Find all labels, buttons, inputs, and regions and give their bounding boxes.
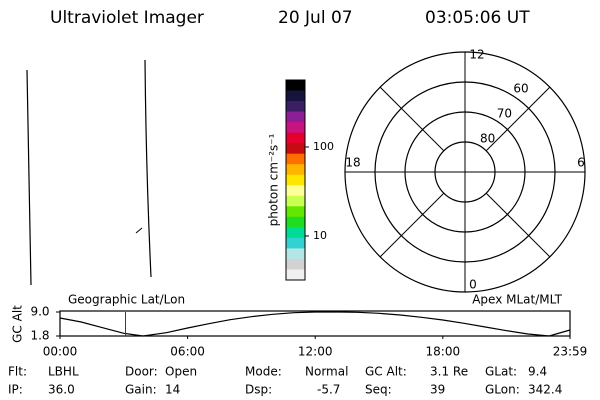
colorbar-cell: [286, 185, 305, 197]
info-label: IP:: [8, 383, 23, 397]
polar-diagonal: [485, 192, 551, 258]
mlt-label: 6: [577, 156, 585, 170]
limb-right: [144, 59, 152, 278]
polar-diagonal: [485, 86, 551, 152]
colorbar-cell: [286, 237, 305, 249]
info-value: 36.0: [48, 383, 75, 397]
image-mark: [135, 227, 143, 234]
right-label: Apex MLat/MLT: [472, 293, 562, 307]
info-label: Gain:: [125, 383, 157, 397]
info-label: Dsp:: [245, 383, 272, 397]
date: 20 Jul 07: [278, 8, 353, 28]
mlt-label: 18: [345, 156, 360, 170]
colorbar-label: photon cm⁻²s⁻¹: [267, 133, 281, 226]
lat-label: 80: [480, 132, 495, 146]
info-label: GLat:: [485, 365, 517, 379]
x-tick-label: 23:59: [553, 345, 588, 359]
mlt-label: 0: [469, 278, 477, 292]
x-tick-label: 06:00: [170, 345, 205, 359]
limb-left: [26, 69, 32, 286]
alt-frame: [59, 310, 571, 337]
colorbar-cell: [286, 258, 305, 270]
info-label: Flt:: [8, 365, 27, 379]
colorbar-cell: [286, 132, 305, 144]
colorbar-cell: [286, 90, 305, 102]
info-label: Door:: [125, 365, 158, 379]
colorbar-cell: [286, 153, 305, 165]
colorbar-cell: [286, 80, 305, 92]
info-value: 9.4: [528, 365, 547, 379]
info-value: 3.1 Re: [430, 365, 468, 379]
left-label: Geographic Lat/Lon: [68, 293, 185, 307]
info-label: Mode:: [245, 365, 282, 379]
lat-ring: [434, 141, 496, 203]
colorbar-tick-label: 10: [313, 229, 327, 242]
lat-ring: [374, 81, 556, 263]
colorbar-cell: [286, 195, 305, 207]
colorbar-cell: [286, 122, 305, 134]
colorbar-frame: [285, 79, 306, 281]
info-value: LBHL: [48, 365, 79, 379]
info-label: Seq:: [365, 383, 392, 397]
lat-label: 70: [497, 107, 512, 121]
colorbar-cell: [286, 143, 305, 155]
polar-diagonal: [379, 86, 445, 152]
colorbar-cell: [286, 248, 305, 260]
colorbar-cell: [286, 164, 305, 176]
colorbar-cell: [286, 216, 305, 228]
colorbar-cell: [286, 227, 305, 239]
x-tick-label: 18:00: [426, 345, 461, 359]
info-value: 342.4: [528, 383, 562, 397]
x-tick-label: 00:00: [43, 345, 78, 359]
lat-label: 60: [513, 82, 528, 96]
x-tick-label: 12:00: [298, 345, 333, 359]
info-value: -5.7: [317, 383, 340, 397]
info-value: Normal: [305, 365, 348, 379]
colorbar-cell: [286, 101, 305, 113]
y-axis-label: GC Alt: [11, 305, 25, 343]
colorbar-cell: [286, 269, 305, 281]
colorbar-tick-label: 100: [313, 140, 334, 153]
info-value: 14: [165, 383, 180, 397]
lat-ring: [404, 111, 526, 233]
altitude-line: [59, 311, 571, 337]
colorbar-cell: [286, 111, 305, 123]
colorbar-cell: [286, 174, 305, 186]
title: Ultraviolet Imager: [50, 8, 204, 28]
polar-diagonal: [379, 192, 445, 258]
mlt-label: 12: [469, 48, 484, 62]
time: 03:05:06 UT: [425, 8, 530, 28]
info-label: GLon:: [485, 383, 520, 397]
colorbar-cell: [286, 206, 305, 218]
y-tick-label: 1.8: [30, 329, 49, 343]
info-value: 39: [430, 383, 445, 397]
info-label: GC Alt:: [365, 365, 407, 379]
info-value: Open: [165, 365, 197, 379]
y-tick-label: 9.0: [30, 305, 49, 319]
